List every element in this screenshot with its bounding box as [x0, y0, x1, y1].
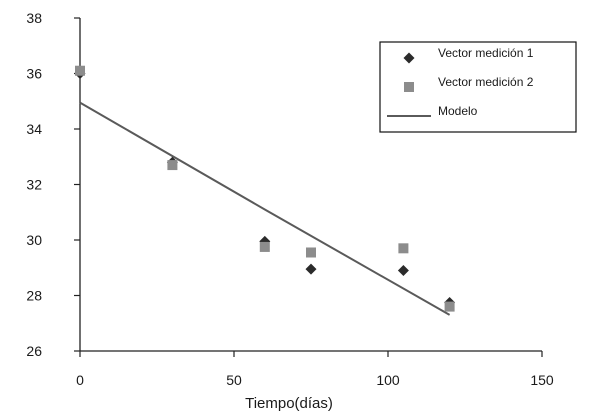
y-axis-ticks: 26 28 30 32 34 36 38 [26, 10, 80, 359]
y-tick-label: 34 [26, 121, 42, 137]
model-line [79, 101, 451, 316]
plot-area [74, 65, 456, 316]
y-tick-label: 36 [26, 66, 42, 82]
legend-label: Modelo [438, 104, 478, 118]
y-tick-label: 30 [26, 232, 42, 248]
data-point-square [259, 241, 270, 252]
x-tick-label: 150 [530, 372, 554, 388]
x-tick-label: 50 [226, 372, 242, 388]
y-tick-label: 38 [26, 10, 42, 26]
data-point-square [398, 243, 409, 254]
legend-swatch-square [404, 82, 414, 92]
data-point-square [167, 160, 178, 171]
y-tick-label: 28 [26, 288, 42, 304]
legend-label: Vector medición 2 [438, 75, 534, 89]
x-axis-title: Tiempo(días) [245, 395, 333, 412]
x-tick-label: 100 [376, 372, 400, 388]
data-point-diamond [397, 265, 409, 277]
legend-label: Vector medición 1 [438, 46, 534, 60]
data-point-square [75, 65, 85, 76]
data-point-square [444, 301, 455, 312]
y-tick-label: 26 [26, 343, 42, 359]
data-point-square [306, 247, 316, 258]
x-axis-ticks: 0 50 100 150 [76, 351, 554, 388]
legend-swatch-diamond [403, 52, 415, 64]
data-point-diamond [305, 263, 317, 275]
legend: Vector medición 1 Vector medición 2 Modelo [379, 41, 577, 133]
x-tick-label: 0 [76, 372, 84, 388]
y-tick-label: 32 [26, 177, 42, 193]
